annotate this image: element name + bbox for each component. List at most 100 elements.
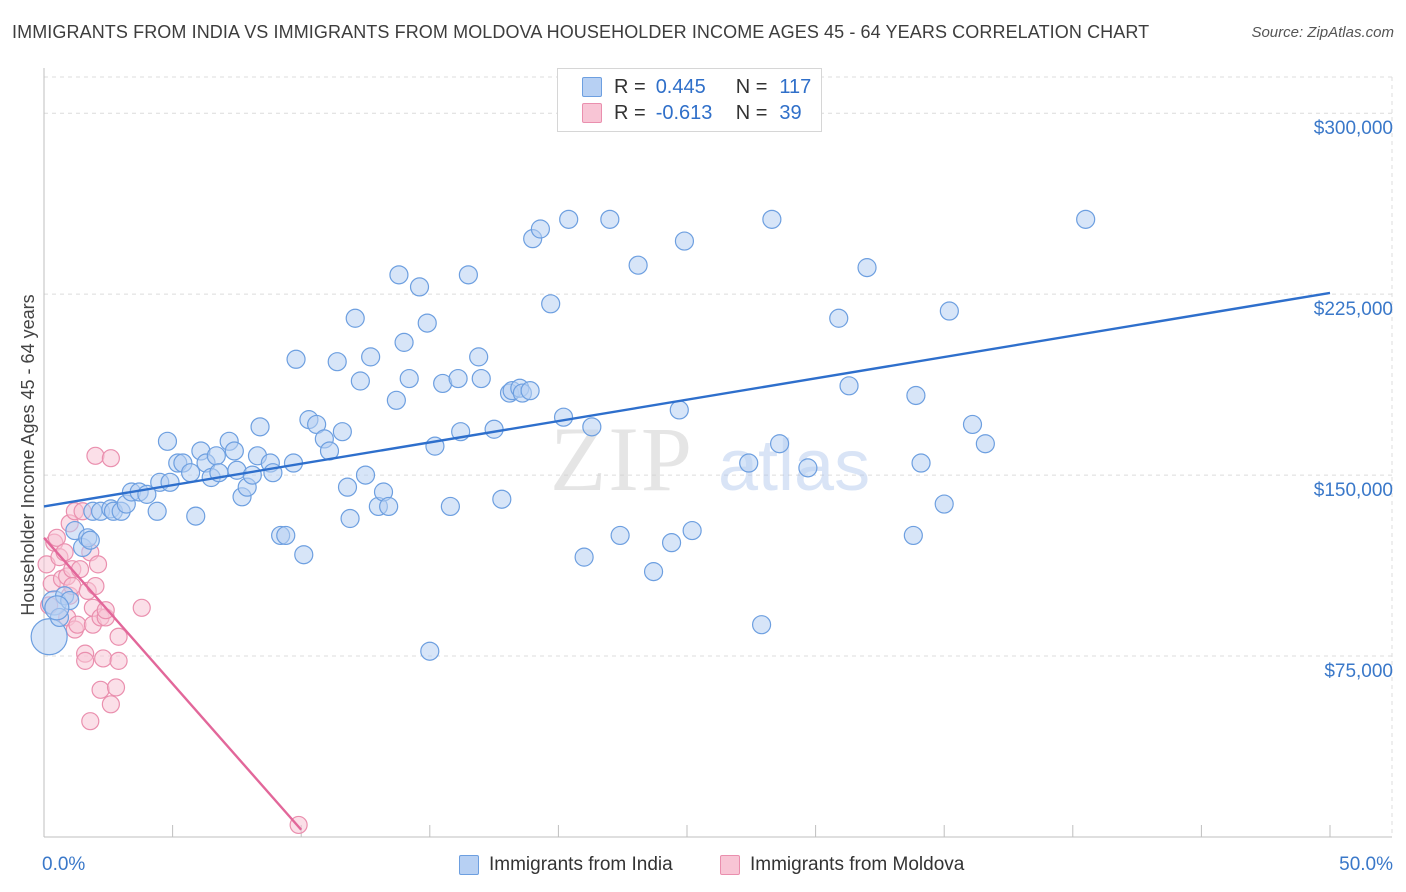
india-point: [553, 407, 574, 427]
moldova-point: [76, 651, 95, 670]
legend-row-moldova: R = -0.613 N = 39: [582, 100, 802, 126]
correlation-legend: R = 0.445 N = 117 R = -0.613 N = 39: [557, 68, 822, 132]
india-point: [294, 545, 314, 565]
india-point: [559, 209, 579, 229]
bottom-legend-label-india: Immigrants from India: [489, 854, 673, 875]
moldova-point: [94, 649, 113, 668]
india-point: [394, 332, 414, 352]
moldova-point: [70, 560, 90, 579]
trend-lines: [43, 291, 1331, 831]
india-point: [242, 465, 262, 485]
india-point: [857, 258, 877, 278]
chart-title: IMMIGRANTS FROM INDIA VS IMMIGRANTS FROM…: [12, 22, 1150, 42]
india-point: [399, 368, 419, 389]
india-point: [379, 496, 399, 517]
india-point: [250, 417, 270, 437]
india-point: [939, 301, 959, 321]
axes: [43, 68, 1392, 838]
india-point: [327, 352, 347, 372]
moldova-point: [55, 543, 74, 562]
bottom-legend-swatch-moldova: [720, 855, 740, 875]
moldova-point: [68, 615, 87, 634]
bottom-legend-swatch-india: [459, 855, 479, 875]
india-point: [355, 465, 376, 485]
source-credit: Source: ZipAtlas.com: [1251, 24, 1394, 41]
y-tick-label: $300,000: [1314, 118, 1393, 139]
moldova-point: [101, 449, 120, 468]
moldova-point: [47, 528, 66, 547]
india-point: [739, 453, 759, 473]
legend-r-label-india: R =: [614, 75, 646, 98]
bottom-legend-label-moldova: Immigrants from Moldova: [750, 854, 965, 875]
india-point: [934, 494, 954, 514]
india-point: [600, 209, 620, 229]
india-point: [386, 390, 406, 410]
india-point: [361, 347, 381, 367]
india-point: [906, 385, 926, 406]
india-point: [1076, 209, 1096, 229]
india-point: [962, 414, 983, 435]
y-axis-label: Householder Income Ages 45 - 64 years: [18, 294, 38, 615]
y-tick-label: $150,000: [1314, 480, 1393, 501]
legend-n-label-india: N =: [735, 75, 768, 98]
moldova-point: [91, 680, 110, 699]
india-point: [440, 496, 460, 517]
india-point: [582, 417, 602, 437]
y-tick-label: $75,000: [1324, 661, 1393, 682]
india-point: [643, 562, 664, 582]
india-point: [911, 453, 931, 473]
moldova-point: [86, 446, 105, 465]
watermark-zip: ZIP: [550, 408, 694, 510]
india-point: [661, 533, 682, 553]
india-point: [975, 434, 995, 454]
moldova-point: [81, 712, 100, 731]
india-point: [420, 641, 440, 661]
india-point: [903, 525, 923, 546]
india-point: [458, 265, 478, 285]
india-point: [541, 294, 561, 314]
india-point: [751, 615, 772, 635]
india-point: [762, 209, 782, 229]
moldova-points: [37, 446, 308, 835]
india-point: [769, 434, 790, 454]
india-point: [471, 368, 491, 389]
india-point: [340, 508, 360, 529]
india-point: [157, 431, 178, 451]
moldova-point: [109, 651, 128, 670]
bottom-legend-moldova: Immigrants from Moldova: [720, 852, 964, 878]
india-point: [469, 347, 489, 367]
moldova-trend-line: [43, 537, 303, 831]
moldova-point: [109, 627, 128, 646]
legend-n-value-india: 117: [779, 75, 812, 98]
legend-swatch-moldova: [582, 103, 602, 123]
india-point: [206, 446, 226, 466]
india-point: [448, 368, 468, 389]
india-point: [530, 219, 550, 239]
india-point: [628, 255, 648, 275]
legend-swatch-india: [582, 77, 602, 97]
x-tick-labels: 0.0% 50.0%: [42, 854, 1393, 875]
india-point: [181, 463, 201, 483]
legend-n-value-moldova: 39: [779, 101, 802, 124]
india-point: [674, 231, 695, 251]
moldova-point: [88, 555, 108, 574]
india-point: [798, 458, 818, 478]
india-point: [337, 477, 358, 497]
india-point: [30, 618, 68, 656]
india-point: [520, 381, 540, 401]
india-point: [484, 419, 504, 439]
india-point: [332, 422, 352, 442]
india-point: [345, 308, 365, 328]
legend-r-value-moldova: -0.613: [655, 101, 713, 124]
moldova-point: [132, 598, 151, 617]
x-tick-label: 50.0%: [1339, 854, 1393, 875]
india-point: [276, 525, 296, 546]
india-point: [44, 595, 70, 621]
india-point: [829, 308, 849, 328]
india-point: [224, 441, 244, 461]
legend-row-india: R = 0.445 N = 117: [582, 74, 811, 100]
moldova-point: [106, 678, 126, 697]
legend-r-label-moldova: R =: [614, 101, 646, 124]
india-point: [839, 376, 859, 396]
